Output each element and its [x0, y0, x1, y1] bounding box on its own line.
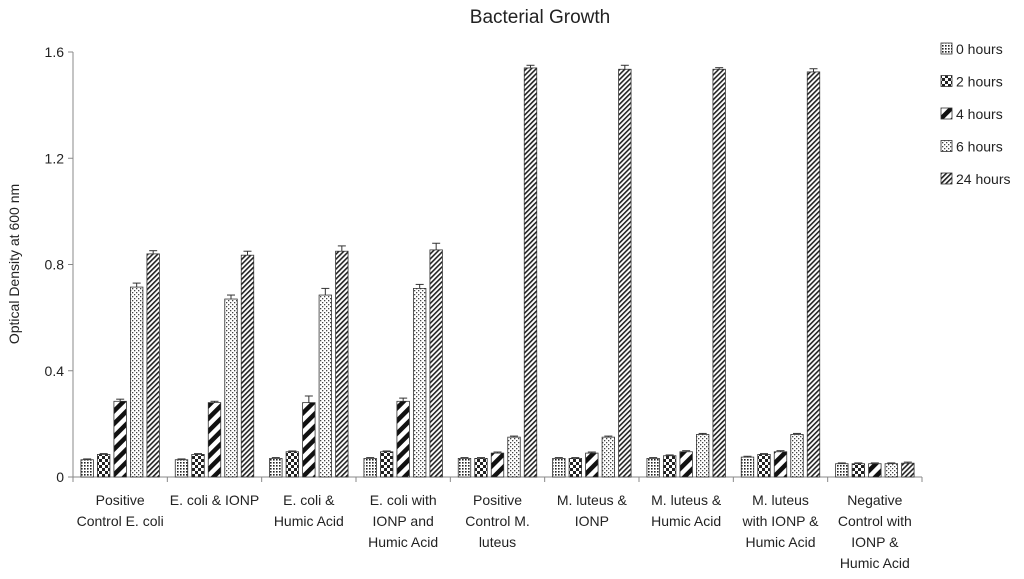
bar-6-hours-cat-7 — [790, 434, 804, 478]
bar-4-hours-cat-6 — [679, 451, 693, 478]
category-label: M. luteus & Humic Acid — [651, 492, 722, 529]
y-tick-label: 0.8 — [45, 257, 65, 273]
bar-2-hours-cat-0 — [97, 454, 111, 478]
category-label: Positive Control M. luteus — [465, 492, 530, 550]
legend-label: 4 hours — [956, 106, 1003, 122]
bar-2-hours-cat-6 — [663, 455, 677, 478]
bar-6-hours-cat-6 — [696, 434, 710, 478]
bar-4-hours-cat-2 — [302, 402, 316, 478]
category-label-line: Humic Acid — [651, 513, 721, 529]
category-label: E. coli & IONP — [170, 492, 259, 508]
bar-0-hours-cat-0 — [80, 459, 94, 478]
bar-6-hours-cat-0 — [130, 286, 144, 478]
y-axis-label: Optical Density at 600 nm — [6, 184, 22, 344]
bar-2-hours-cat-5 — [568, 458, 582, 478]
category-label-line: M. luteus & — [651, 492, 722, 508]
category-label-line: E. coli & IONP — [170, 492, 259, 508]
category-label-line: Humic Acid — [274, 513, 344, 529]
bar-2-hours-cat-2 — [285, 451, 299, 478]
category-label-line: M. luteus & — [557, 492, 628, 508]
category-label-line: Humic Acid — [745, 534, 815, 550]
bar-4-hours-cat-5 — [585, 452, 599, 478]
bar-24-hours-cat-6 — [712, 68, 726, 478]
bar-2-hours-cat-4 — [474, 458, 488, 478]
chart-title: Bacterial Growth — [470, 7, 610, 28]
bar-0-hours-cat-2 — [269, 458, 283, 478]
y-tick-label: 1.2 — [45, 150, 65, 166]
bar-0-hours-cat-1 — [174, 459, 189, 478]
bars-group — [80, 64, 915, 478]
category-label-line: M. luteus — [752, 492, 809, 508]
bar-0-hours-cat-6 — [646, 458, 660, 478]
bar-0-hours-cat-8 — [835, 463, 849, 478]
bar-2-hours-cat-3 — [380, 451, 394, 478]
bar-24-hours-cat-5 — [618, 68, 632, 478]
bar-4-hours-cat-3 — [396, 400, 410, 478]
y-tick-label: 1.6 — [45, 44, 65, 60]
bar-0-hours-cat-3 — [363, 458, 377, 478]
bar-0-hours-cat-7 — [740, 456, 755, 478]
bar-6-hours-cat-8 — [884, 463, 898, 478]
category-label-line: Humic Acid — [368, 534, 438, 550]
axes: 0 0.4 0.8 1.2 1.6 — [45, 44, 923, 485]
category-label-line: Humic Acid — [840, 555, 910, 571]
bar-2-hours-cat-7 — [757, 454, 771, 478]
category-label-line: IONP & — [851, 534, 899, 550]
category-label: M. luteus & IONP — [557, 492, 628, 529]
bar-4-hours-cat-8 — [868, 463, 882, 478]
category-label: M. luteus with IONP & Humic Acid — [742, 492, 820, 550]
legend-label: 2 hours — [956, 74, 1003, 90]
bar-4-hours-cat-1 — [207, 402, 222, 478]
category-label: Positive Control E. coli — [77, 492, 164, 529]
category-label-line: IONP and — [373, 513, 434, 529]
legend-label: 24 hours — [956, 171, 1010, 187]
category-label-line: luteus — [479, 534, 516, 550]
bar-24-hours-cat-3 — [429, 249, 443, 478]
bar-4-hours-cat-0 — [113, 400, 127, 478]
y-tick-label: 0 — [56, 469, 64, 485]
bar-6-hours-cat-2 — [318, 294, 332, 478]
category-label-line: Positive — [473, 492, 522, 508]
bar-24-hours-cat-8 — [901, 462, 915, 478]
bar-2-hours-cat-8 — [851, 463, 865, 478]
category-label-line: Control M. — [465, 513, 530, 529]
bar-0-hours-cat-5 — [552, 458, 566, 478]
category-label-line: Control E. coli — [77, 513, 164, 529]
legend-swatch — [940, 172, 953, 185]
bar-24-hours-cat-7 — [806, 71, 821, 478]
bar-6-hours-cat-4 — [507, 436, 521, 478]
legend-swatch — [940, 140, 953, 152]
legend-swatch — [940, 42, 953, 55]
category-label: E. coli with IONP and Humic Acid — [368, 492, 438, 550]
legend-swatch — [940, 107, 953, 120]
bar-4-hours-cat-4 — [490, 452, 505, 478]
bar-24-hours-cat-1 — [240, 254, 255, 478]
category-label-line: E. coli with — [370, 492, 437, 508]
legend-swatch — [940, 75, 953, 87]
legend-label: 6 hours — [956, 139, 1003, 155]
category-label-line: Positive — [96, 492, 145, 508]
bar-6-hours-cat-3 — [413, 288, 427, 478]
bar-24-hours-cat-4 — [523, 67, 538, 478]
category-label-line: IONP — [575, 513, 609, 529]
category-label: Negative Control with IONP & Humic Acid — [838, 492, 912, 571]
legend: 0 hours 2 hours 4 hours 6 hours 24 hours — [940, 41, 1010, 187]
category-label-line: Negative — [847, 492, 902, 508]
bar-24-hours-cat-2 — [335, 250, 349, 478]
category-label-line: Control with — [838, 513, 912, 529]
legend-label: 0 hours — [956, 41, 1003, 57]
bar-24-hours-cat-0 — [146, 253, 160, 478]
category-label-line: with IONP & — [742, 513, 820, 529]
bar-2-hours-cat-1 — [191, 454, 205, 478]
category-label-line: E. coli & — [283, 492, 335, 508]
bar-6-hours-cat-1 — [224, 298, 238, 478]
bar-0-hours-cat-4 — [457, 458, 472, 478]
y-tick-label: 0.4 — [45, 363, 65, 379]
bar-6-hours-cat-5 — [601, 436, 615, 478]
category-labels: Positive Control E. coli E. coli & IONP E. … — [77, 492, 912, 571]
bar-4-hours-cat-7 — [773, 451, 788, 478]
category-label: E. coli & Humic Acid — [274, 492, 344, 529]
